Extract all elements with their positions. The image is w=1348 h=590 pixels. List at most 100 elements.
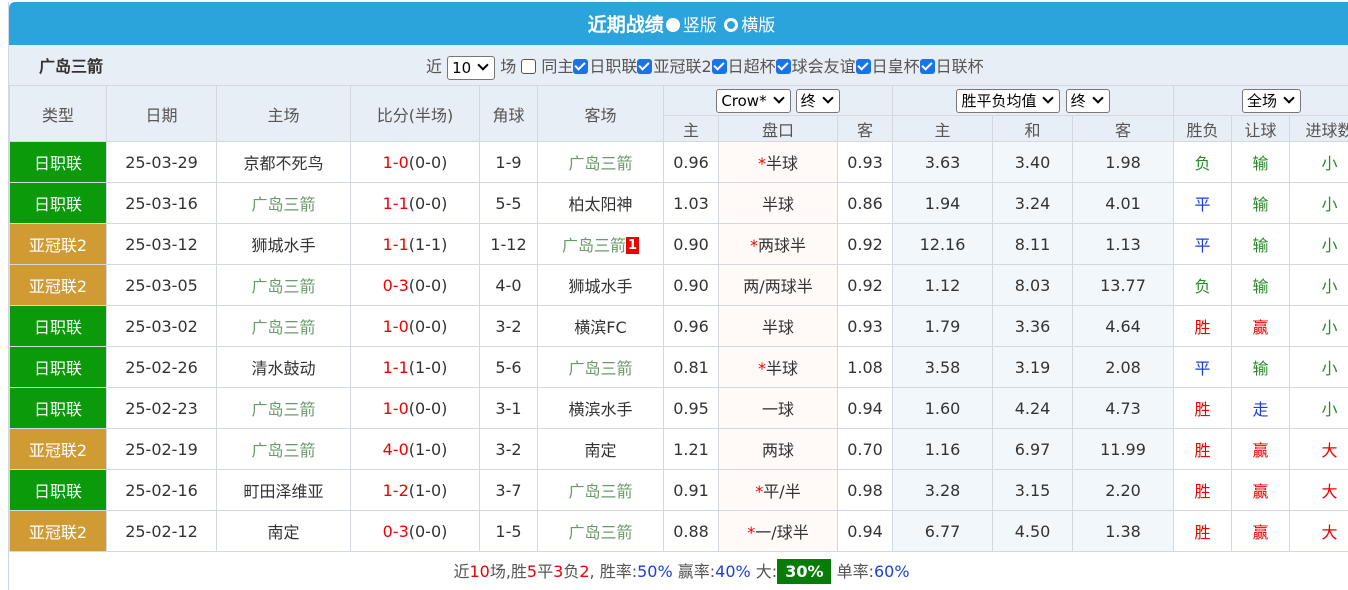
time-select[interactable]: 终 xyxy=(1065,88,1110,113)
loss-odds: 1.13 xyxy=(1072,223,1175,265)
away-team: 广岛三箭 xyxy=(537,469,664,511)
checkbox[interactable] xyxy=(919,59,935,74)
date: 25-03-16 xyxy=(106,182,217,224)
goals: 小 xyxy=(1289,223,1348,265)
checkbox[interactable] xyxy=(521,59,537,74)
result: 胜 xyxy=(1173,428,1233,470)
loss-odds: 1.38 xyxy=(1072,510,1175,552)
handicap: *平/半 xyxy=(718,469,838,511)
handicap-mark: * xyxy=(747,523,756,542)
title-bar: 近期战绩 竖版 横版 xyxy=(9,2,1348,45)
draw-odds: 8.03 xyxy=(992,264,1074,306)
league: 日职联 xyxy=(9,387,107,429)
away-odds: 0.86 xyxy=(836,182,894,224)
away-team: 横滨水手 xyxy=(537,387,664,429)
loss-odds: 11.99 xyxy=(1072,428,1175,470)
score: 0-3(0-0) xyxy=(350,510,480,552)
sub-header: 让球 xyxy=(1231,115,1291,142)
draw-odds: 4.50 xyxy=(992,510,1074,552)
away-team: 横滨FC xyxy=(537,305,664,347)
hc-result: 输 xyxy=(1231,346,1291,388)
score: 1-0(0-0) xyxy=(350,305,480,347)
filters: 近 10 场 同主 日职联 亚冠联2 日超杯 球会友谊 日皇杯 日联杯 xyxy=(426,45,984,89)
home-team: 清水鼓动 xyxy=(216,346,351,388)
checkbox[interactable] xyxy=(637,59,653,74)
home-odds: 0.90 xyxy=(663,264,719,306)
hc-result: 赢 xyxy=(1231,305,1291,347)
view-label[interactable]: 竖版 xyxy=(682,16,717,36)
odds-select[interactable]: 胜平负均值 xyxy=(956,88,1061,113)
text: 场,胜 xyxy=(489,562,527,581)
filter-label: 日联杯 xyxy=(935,57,984,76)
away-name: 横滨水手 xyxy=(568,400,633,419)
time-select[interactable]: 终 xyxy=(795,88,840,113)
away-odds: 0.93 xyxy=(836,141,894,183)
hc-result: 输 xyxy=(1231,264,1291,306)
half-score: (0-0) xyxy=(408,152,448,172)
row: 亚冠联2 25-02-12 南定 0-3(0-0) 1-5 广岛三箭 0.88 *一/球半 0.… xyxy=(9,510,1348,552)
checkbox[interactable] xyxy=(855,59,871,74)
away-team: 广岛三箭 1 xyxy=(537,223,664,265)
home-odds: 0.81 xyxy=(663,346,719,388)
league: 日职联 xyxy=(9,141,107,183)
sub-header: 主 xyxy=(892,115,994,142)
away-odds: 0.94 xyxy=(836,387,894,429)
draw-odds: 3.24 xyxy=(992,182,1074,224)
win-odds: 1.12 xyxy=(892,264,994,306)
draw-odds: 8.11 xyxy=(992,223,1074,265)
half-score: (0-0) xyxy=(408,275,448,295)
column-header: 比分(半场) xyxy=(350,85,480,142)
corners: 3-2 xyxy=(479,428,538,470)
away-name: 横滨FC xyxy=(574,318,627,337)
header-cell: Crow* 终 xyxy=(662,85,894,116)
hc-result: 赢 xyxy=(1231,428,1291,470)
away-team: 广岛三箭 xyxy=(537,510,664,552)
radio[interactable] xyxy=(724,18,739,32)
away-name: 广岛三箭 xyxy=(568,482,633,501)
filter-label: 日超杯 xyxy=(727,57,776,76)
win-odds: 1.79 xyxy=(892,305,994,347)
draw-odds: 4.24 xyxy=(992,387,1074,429)
win-odds: 12.16 xyxy=(892,223,994,265)
filter-label: 亚冠联2 xyxy=(653,57,712,76)
full-score: 1-1 xyxy=(382,193,409,213)
win-rate: 50% xyxy=(637,562,673,581)
header-cell: 全场 xyxy=(1173,85,1348,116)
result: 平 xyxy=(1173,346,1233,388)
text: 大: xyxy=(750,562,778,581)
count-select[interactable]: 10 xyxy=(447,55,496,80)
company-select[interactable]: Crow* xyxy=(716,88,791,113)
checkbox[interactable] xyxy=(711,59,727,74)
date: 25-02-23 xyxy=(106,387,217,429)
league: 日职联 xyxy=(9,305,107,347)
full-score: 0-3 xyxy=(382,521,409,541)
handicap: 一球 xyxy=(718,387,838,429)
period-select[interactable]: 全场 xyxy=(1242,88,1302,113)
checkbox[interactable] xyxy=(775,59,791,74)
away-odds: 0.94 xyxy=(836,510,894,552)
view-label[interactable]: 横版 xyxy=(741,16,776,36)
half-score: (1-1) xyxy=(408,234,448,254)
home-team: 南定 xyxy=(216,510,351,552)
filter-label: 日职联 xyxy=(589,57,638,76)
corners: 3-2 xyxy=(479,305,538,347)
handicap-line: 半球 xyxy=(765,154,798,173)
row: 日职联 25-03-29 京都不死鸟 1-0(0-0) 1-9 广岛三箭 0.96 *半球 0.… xyxy=(9,141,1348,183)
radio[interactable] xyxy=(665,18,680,32)
header-cell: 胜平负均值 终 xyxy=(892,85,1175,116)
handicap-mark: * xyxy=(757,154,766,173)
home-odds: 0.96 xyxy=(663,141,719,183)
draws: 3 xyxy=(553,562,564,581)
count: 10 xyxy=(469,562,490,581)
loss-odds: 4.73 xyxy=(1072,387,1175,429)
checkbox[interactable] xyxy=(573,59,589,74)
text: , 胜率: xyxy=(589,562,638,581)
handicap: *半球 xyxy=(718,141,838,183)
column-header: 角球 xyxy=(479,85,538,142)
checkbox-group: 同主 日职联 亚冠联2 日超杯 球会友谊 日皇杯 日联杯 xyxy=(521,57,984,76)
score: 0-3(0-0) xyxy=(350,264,480,306)
toolbar: 广岛三箭 近 10 场 同主 日职联 亚冠联2 日超杯 球会友谊 日皇杯 日联杯 xyxy=(9,45,1348,85)
home-team: 广岛三箭 xyxy=(216,264,351,306)
home-team: 狮城水手 xyxy=(216,223,351,265)
corners: 3-7 xyxy=(479,469,538,511)
